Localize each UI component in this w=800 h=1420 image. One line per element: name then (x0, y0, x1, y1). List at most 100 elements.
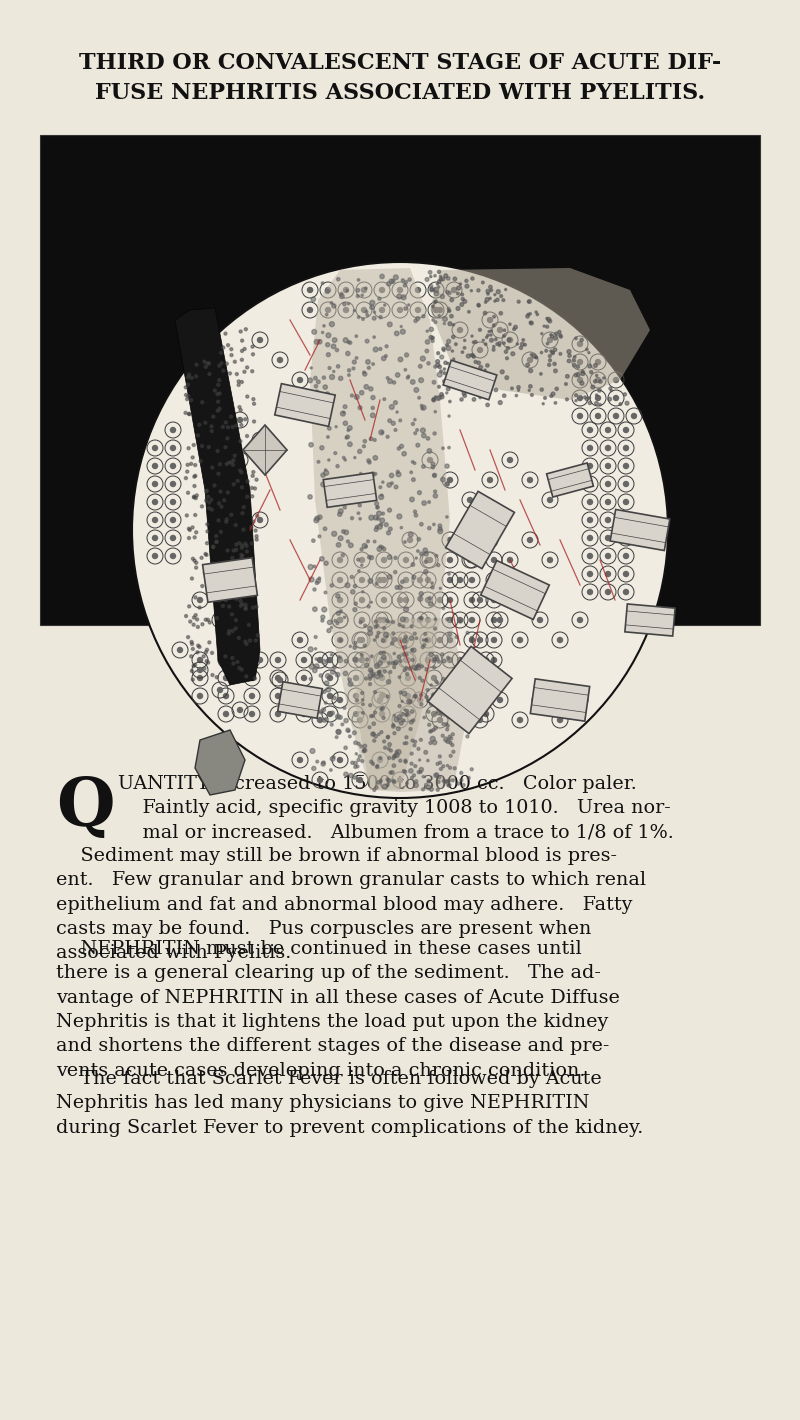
Circle shape (226, 426, 230, 429)
Circle shape (318, 657, 322, 663)
Circle shape (449, 400, 451, 403)
Circle shape (503, 342, 506, 345)
Circle shape (400, 325, 402, 328)
Circle shape (452, 335, 455, 338)
Circle shape (623, 500, 629, 504)
Polygon shape (278, 682, 322, 719)
Circle shape (334, 619, 337, 622)
Circle shape (358, 638, 362, 642)
Circle shape (368, 460, 371, 464)
Circle shape (336, 464, 339, 467)
Circle shape (547, 497, 553, 503)
Circle shape (566, 398, 568, 400)
Circle shape (394, 400, 398, 405)
Circle shape (498, 328, 502, 332)
Circle shape (421, 679, 424, 682)
Circle shape (350, 589, 355, 594)
Circle shape (580, 338, 583, 342)
Circle shape (316, 760, 318, 763)
Circle shape (462, 392, 466, 395)
Circle shape (449, 741, 452, 744)
Circle shape (378, 757, 382, 763)
Circle shape (530, 354, 533, 356)
Circle shape (255, 605, 258, 608)
Circle shape (378, 672, 380, 674)
Circle shape (393, 754, 396, 758)
Circle shape (359, 578, 365, 582)
Circle shape (454, 342, 457, 345)
Circle shape (432, 728, 435, 731)
Circle shape (212, 545, 215, 548)
Circle shape (470, 578, 474, 582)
Circle shape (250, 542, 254, 545)
Circle shape (442, 765, 445, 768)
Circle shape (418, 378, 423, 382)
Circle shape (403, 743, 406, 744)
Circle shape (398, 676, 401, 679)
Circle shape (477, 288, 480, 293)
Circle shape (215, 540, 218, 542)
Circle shape (462, 784, 465, 787)
Circle shape (374, 528, 378, 531)
Circle shape (606, 554, 610, 558)
Circle shape (606, 535, 610, 541)
Circle shape (406, 710, 409, 713)
Circle shape (349, 774, 353, 778)
Circle shape (451, 778, 454, 782)
Circle shape (222, 498, 226, 501)
Circle shape (443, 368, 446, 371)
Circle shape (367, 555, 371, 559)
Circle shape (153, 463, 158, 469)
Circle shape (398, 760, 402, 763)
Circle shape (434, 494, 438, 498)
Circle shape (369, 515, 374, 520)
Circle shape (546, 318, 550, 321)
Circle shape (231, 557, 234, 559)
Circle shape (426, 578, 430, 582)
Circle shape (471, 277, 474, 280)
Circle shape (241, 349, 243, 352)
Circle shape (250, 494, 254, 498)
Circle shape (434, 396, 437, 398)
Circle shape (374, 540, 376, 542)
Circle shape (343, 616, 346, 619)
Circle shape (534, 356, 537, 358)
Circle shape (405, 666, 408, 669)
Circle shape (422, 646, 424, 649)
Circle shape (386, 636, 388, 638)
Circle shape (249, 585, 251, 588)
Circle shape (446, 694, 449, 699)
Circle shape (587, 589, 593, 595)
Circle shape (327, 621, 332, 625)
Circle shape (505, 288, 506, 291)
Circle shape (334, 452, 337, 454)
Circle shape (422, 405, 426, 410)
Circle shape (210, 652, 214, 655)
Circle shape (428, 501, 430, 504)
Circle shape (218, 594, 222, 596)
Circle shape (332, 531, 337, 537)
Circle shape (250, 487, 254, 490)
Circle shape (234, 361, 236, 364)
Circle shape (485, 388, 487, 390)
Circle shape (379, 652, 382, 655)
Circle shape (483, 676, 489, 680)
Circle shape (392, 726, 394, 728)
Circle shape (393, 714, 395, 717)
Circle shape (403, 618, 409, 622)
Circle shape (447, 657, 453, 663)
Circle shape (309, 711, 313, 716)
Circle shape (382, 639, 385, 642)
Circle shape (194, 613, 197, 616)
Circle shape (438, 638, 442, 642)
Circle shape (538, 618, 542, 622)
Circle shape (323, 385, 327, 389)
Circle shape (586, 348, 588, 351)
Circle shape (588, 402, 591, 405)
Circle shape (339, 294, 344, 298)
Circle shape (364, 625, 366, 628)
Circle shape (219, 490, 222, 493)
Circle shape (595, 375, 598, 376)
Circle shape (387, 483, 391, 487)
Circle shape (199, 460, 202, 463)
